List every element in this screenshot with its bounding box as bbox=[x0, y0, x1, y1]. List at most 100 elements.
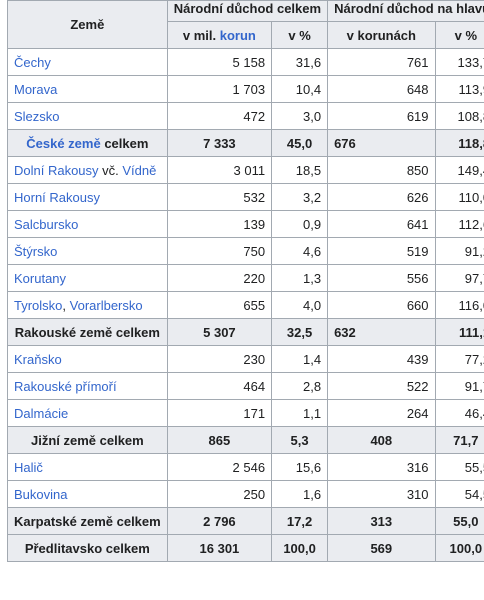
header-percent-1: v % bbox=[271, 21, 329, 49]
header-korunach: v korunách bbox=[327, 21, 436, 49]
cell-percap-pct: 55,5 bbox=[434, 453, 484, 481]
table-row-halic: Halič 2 546 15,6 316 55,5 bbox=[7, 453, 484, 481]
cell-percap-pct: 112,6 bbox=[434, 210, 484, 238]
cell-income-pct: 45,0 bbox=[271, 129, 329, 157]
cell-income-mil: 750 bbox=[166, 237, 273, 265]
cell-income-pct: 17,2 bbox=[271, 507, 329, 535]
cell-percap-pct: 100,0 bbox=[434, 534, 484, 562]
table-row-salcbursko: Salcbursko 139 0,9 641 112,6 bbox=[7, 210, 484, 238]
region-link-korutany[interactable]: Korutany bbox=[7, 264, 168, 292]
table-row-bukovina: Bukovina 250 1,6 310 54,5 bbox=[7, 480, 484, 508]
cell-income-mil: 464 bbox=[166, 372, 273, 400]
header-zeme: Země bbox=[7, 0, 168, 49]
subtotal-label-jizni: Jižní země celkem bbox=[7, 426, 168, 454]
cell-income-mil: 171 bbox=[166, 399, 273, 427]
region-connector: vč. bbox=[98, 162, 123, 178]
cell-percap-kc: 408 bbox=[327, 426, 436, 454]
cell-percap-pct: 116,0 bbox=[434, 291, 484, 319]
cell-percap-pct: 118,8 bbox=[434, 129, 484, 157]
table-row-rakouske-zeme-celkem: Rakouské země celkem 5 307 32,5 632 111,… bbox=[7, 318, 484, 346]
cell-percap-kc: 676 bbox=[327, 129, 436, 157]
cell-percap-kc: 641 bbox=[327, 210, 436, 238]
region-link-morava[interactable]: Morava bbox=[7, 75, 168, 103]
header-row-groups: Země Národní důchod celkem Národní důcho… bbox=[7, 0, 484, 49]
cell-income-mil: 2 796 bbox=[166, 507, 273, 535]
cell-percap-kc: 850 bbox=[327, 156, 436, 184]
region-link-kransko[interactable]: Kraňsko bbox=[7, 345, 168, 373]
cell-percap-pct: 77,2 bbox=[434, 345, 484, 373]
region-link-salcbursko[interactable]: Salcbursko bbox=[7, 210, 168, 238]
cell-percap-kc: 556 bbox=[327, 264, 436, 292]
cell-percap-pct: 46,4 bbox=[434, 399, 484, 427]
cell-percap-pct: 55,0 bbox=[434, 507, 484, 535]
table-row-kransko: Kraňsko 230 1,4 439 77,2 bbox=[7, 345, 484, 373]
region-link-bukovina[interactable]: Bukovina bbox=[7, 480, 168, 508]
subtotal-label-karpatske: Karpatské země celkem bbox=[7, 507, 168, 535]
subtotal-label-ceske: České země celkem bbox=[7, 129, 168, 157]
table-row-styrsko: Štýrsko 750 4,6 519 91,2 bbox=[7, 237, 484, 265]
table-row-horni-rakousy: Horní Rakousy 532 3,2 626 110,0 bbox=[7, 183, 484, 211]
subtotal-label-rakouske: Rakouské země celkem bbox=[7, 318, 168, 346]
cell-income-mil: 865 bbox=[166, 426, 273, 454]
cell-income-mil: 230 bbox=[166, 345, 273, 373]
cell-income-mil: 5 158 bbox=[166, 48, 273, 76]
cell-income-mil: 16 301 bbox=[166, 534, 273, 562]
cell-percap-kc: 569 bbox=[327, 534, 436, 562]
cell-income-mil: 2 546 bbox=[166, 453, 273, 481]
cell-percap-kc: 519 bbox=[327, 237, 436, 265]
region-link-dolni-rakousy[interactable]: Dolní Rakousy bbox=[14, 162, 99, 178]
cell-percap-pct: 149,4 bbox=[434, 156, 484, 184]
cell-percap-kc: 648 bbox=[327, 75, 436, 103]
cell-income-pct: 32,5 bbox=[271, 318, 329, 346]
cell-income-pct: 3,0 bbox=[271, 102, 329, 130]
region-link-cechy[interactable]: Čechy bbox=[7, 48, 168, 76]
region-link-viden[interactable]: Vídně bbox=[122, 162, 157, 178]
header-mil-korun: v mil. korun bbox=[166, 21, 273, 49]
cell-percap-pct: 111,1 bbox=[434, 318, 484, 346]
cell-percap-pct: 108,8 bbox=[434, 102, 484, 130]
ceske-zeme-link[interactable]: České země bbox=[26, 135, 101, 151]
cell-income-mil: 139 bbox=[166, 210, 273, 238]
region-link-dalmacie[interactable]: Dalmácie bbox=[7, 399, 168, 427]
table-row-cechy: Čechy 5 158 31,6 761 133,7 bbox=[7, 48, 484, 76]
header-row-units: v mil. korun v % v korunách v % bbox=[8, 21, 484, 49]
table-row-jizni-zeme-celkem: Jižní země celkem 865 5,3 408 71,7 bbox=[7, 426, 484, 454]
cell-percap-pct: 113,9 bbox=[434, 75, 484, 103]
region-link-styrsko[interactable]: Štýrsko bbox=[7, 237, 168, 265]
cell-income-pct: 0,9 bbox=[271, 210, 329, 238]
cell-percap-kc: 313 bbox=[327, 507, 436, 535]
cell-income-pct: 3,2 bbox=[271, 183, 329, 211]
cell-income-mil: 7 333 bbox=[166, 129, 273, 157]
cell-income-pct: 100,0 bbox=[271, 534, 329, 562]
cell-percap-pct: 71,7 bbox=[434, 426, 484, 454]
region-link-slezsko[interactable]: Slezsko bbox=[7, 102, 168, 130]
cell-percap-pct: 110,0 bbox=[434, 183, 484, 211]
region-link-tyrolsko[interactable]: Tyrolsko bbox=[14, 297, 63, 313]
region-link-horni-rakousy[interactable]: Horní Rakousy bbox=[7, 183, 168, 211]
table-row-morava: Morava 1 703 10,4 648 113,9 bbox=[7, 75, 484, 103]
region-cell-dolni-rakousy: Dolní Rakousy vč. Vídně bbox=[7, 156, 168, 184]
table-row-ceske-zeme-celkem: České země celkem 7 333 45,0 676 118,8 bbox=[7, 129, 484, 157]
header-percent-2: v % bbox=[434, 21, 484, 49]
cell-income-pct: 31,6 bbox=[271, 48, 329, 76]
cell-income-mil: 472 bbox=[166, 102, 273, 130]
cell-income-pct: 1,6 bbox=[271, 480, 329, 508]
cell-income-mil: 250 bbox=[166, 480, 273, 508]
cell-income-mil: 3 011 bbox=[166, 156, 273, 184]
cell-percap-kc: 522 bbox=[327, 372, 436, 400]
cell-income-pct: 18,5 bbox=[271, 156, 329, 184]
region-link-rakouske-primori[interactable]: Rakouské přímoří bbox=[7, 372, 168, 400]
header-mil-prefix: v mil. bbox=[182, 27, 217, 43]
cell-percap-kc: 310 bbox=[327, 480, 436, 508]
region-link-vorarlbersko[interactable]: Vorarlbersko bbox=[69, 297, 143, 313]
cell-income-pct: 4,6 bbox=[271, 237, 329, 265]
korun-link[interactable]: korun bbox=[219, 27, 256, 43]
region-cell-tyrolsko: Tyrolsko, Vorarlbersko bbox=[7, 291, 168, 319]
cell-percap-pct: 54,5 bbox=[434, 480, 484, 508]
region-connector: , bbox=[62, 297, 70, 313]
table-row-dolni-rakousy: Dolní Rakousy vč. Vídně 3 011 18,5 850 1… bbox=[7, 156, 484, 184]
region-link-halic[interactable]: Halič bbox=[7, 453, 168, 481]
table-row-dalmacie: Dalmácie 171 1,1 264 46,4 bbox=[7, 399, 484, 427]
table-row-korutany: Korutany 220 1,3 556 97,7 bbox=[7, 264, 484, 292]
cell-percap-kc: 632 bbox=[327, 318, 436, 346]
